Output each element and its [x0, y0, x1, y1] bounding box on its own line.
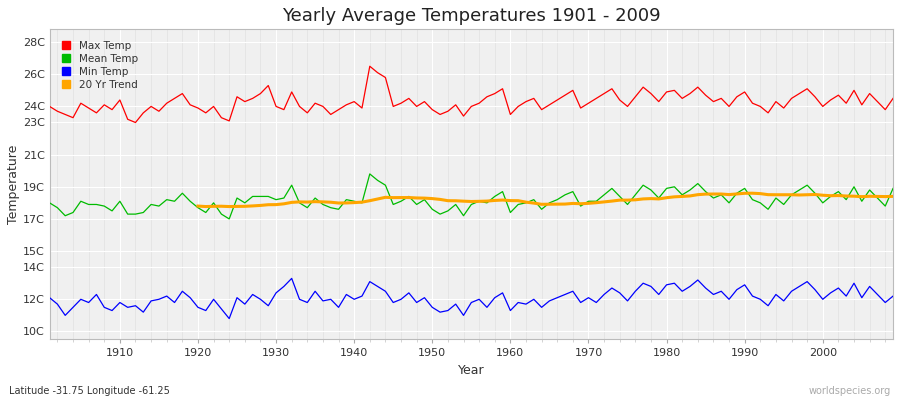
Legend: Max Temp, Mean Temp, Min Temp, 20 Yr Trend: Max Temp, Mean Temp, Min Temp, 20 Yr Tre… — [59, 38, 141, 93]
X-axis label: Year: Year — [458, 364, 484, 377]
Title: Yearly Average Temperatures 1901 - 2009: Yearly Average Temperatures 1901 - 2009 — [282, 7, 661, 25]
Y-axis label: Temperature: Temperature — [7, 145, 20, 224]
Text: worldspecies.org: worldspecies.org — [809, 386, 891, 396]
Text: Latitude -31.75 Longitude -61.25: Latitude -31.75 Longitude -61.25 — [9, 386, 170, 396]
